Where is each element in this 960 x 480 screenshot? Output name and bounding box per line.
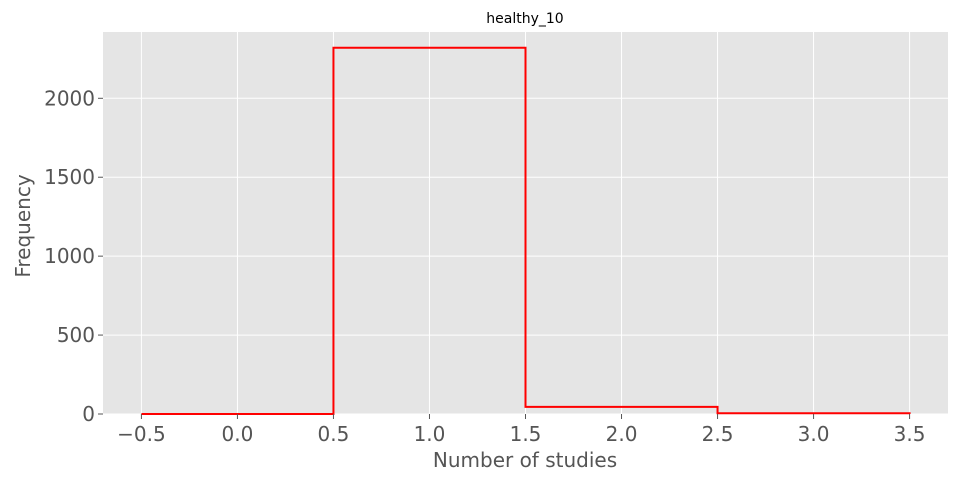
x-axis-label: Number of studies bbox=[433, 448, 617, 472]
y-tick-label: 2000 bbox=[44, 86, 95, 110]
y-tick-label: 0 bbox=[82, 402, 95, 426]
x-tick-label: 3.0 bbox=[798, 422, 830, 446]
y-axis-ticks: 0 500 1000 1500 2000 bbox=[44, 86, 103, 426]
y-tick-label: 500 bbox=[57, 323, 95, 347]
x-tick-label: 0.5 bbox=[318, 422, 350, 446]
x-tick-label: 1.5 bbox=[510, 422, 542, 446]
x-tick-label: 2.0 bbox=[606, 422, 638, 446]
x-axis-ticks: −0.5 0.0 0.5 1.0 1.5 2.0 2.5 3.0 3.5 bbox=[117, 414, 925, 446]
chart-title: healthy_10 bbox=[486, 11, 563, 27]
y-tick-label: 1500 bbox=[44, 165, 95, 189]
x-tick-label: 3.5 bbox=[894, 422, 926, 446]
x-tick-label: −0.5 bbox=[117, 422, 166, 446]
x-tick-label: 0.0 bbox=[222, 422, 254, 446]
x-tick-label: 2.5 bbox=[702, 422, 734, 446]
x-tick-label: 1.0 bbox=[414, 422, 446, 446]
histogram-step-line bbox=[141, 46, 911, 415]
y-tick-label: 1000 bbox=[44, 244, 95, 268]
y-axis-label: Frequency bbox=[11, 174, 35, 277]
